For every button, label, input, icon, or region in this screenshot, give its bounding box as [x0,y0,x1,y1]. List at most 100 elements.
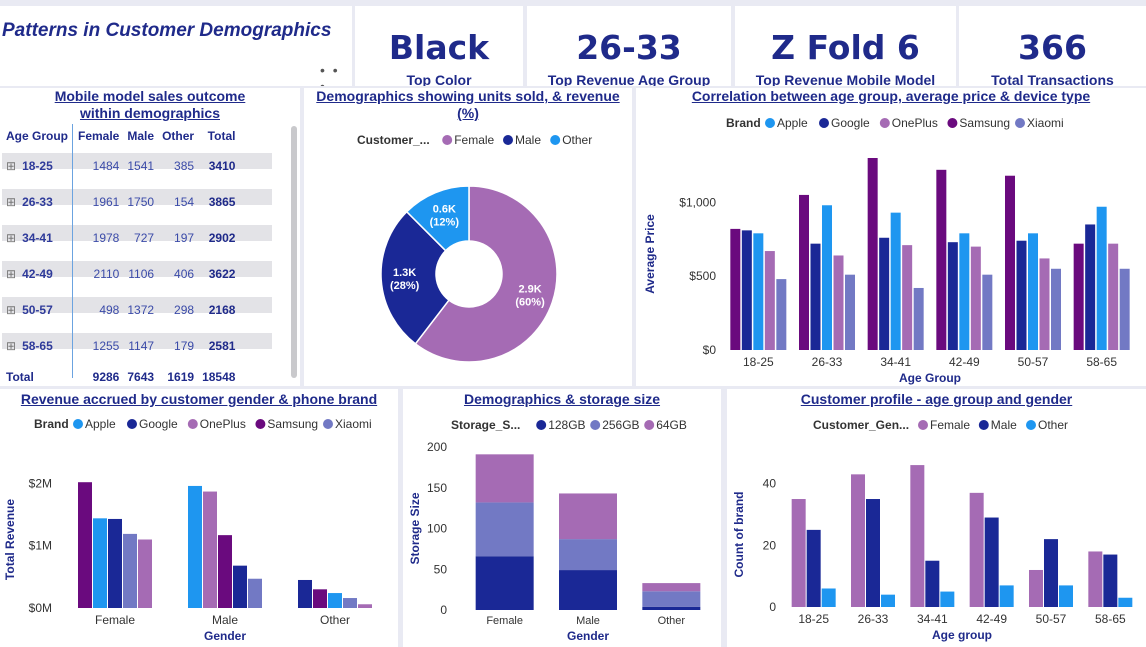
legend-label-samsung: Samsung [959,116,1010,130]
expand-icon[interactable]: ⊞ [6,195,17,209]
kpi-label: Total Transactions [991,72,1114,86]
table-cell: 2902 [208,231,236,245]
expand-row-cell[interactable]: ⊞ 18-25 [2,148,74,184]
table-cell: 3410 [208,159,236,173]
legend-marker-apple [73,419,83,429]
bar-apple [753,233,764,350]
profile-chart: Customer_Gen... Female Male Other 0 20 40 18-25… [732,418,1133,642]
bar-samsung [1073,243,1084,350]
expand-row-cell[interactable]: ⊞ 42-49 [2,256,74,292]
expand-icon[interactable]: ⊞ [6,303,17,317]
legend-marker-samsung [947,118,958,128]
table-cell: 1147 [128,339,155,353]
page-title-card: Patterns in Customer Demographics • • • [0,6,352,86]
total-cell: 9286 [92,370,120,384]
kpi-value: 26-33 [576,28,682,67]
y-tick-label: $2M [29,476,52,490]
kpi-value: 366 [1018,28,1087,67]
bar-apple [1028,233,1038,350]
bar-samsung [730,228,741,350]
bar-xiaomi [913,287,924,350]
column-header[interactable]: Age Group [6,129,68,143]
corr-title: Correlation between age group, average p… [691,88,1091,104]
legend-title: Brand [726,116,761,130]
bar-apple [822,205,832,350]
legend-marker-google [127,419,137,429]
table-row[interactable]: ⊞ 50-57 498 1372 298 2168 [2,292,239,328]
bar-female [1029,569,1043,607]
table-cell: 298 [174,303,195,317]
column-header[interactable]: Other [162,129,195,143]
legend-marker-other [1026,420,1036,430]
legend-label-xiaomi: Xiaomi [335,417,372,431]
stack-64gb [642,583,701,592]
age-group-label: 34-41 [22,231,53,245]
table-row[interactable]: ⊞ 34-41 1978 727 197 2902 [2,220,239,256]
expand-row-cell[interactable]: ⊞ 50-57 [2,292,74,328]
kpi-total-transactions: 366 Total Transactions [959,6,1146,86]
bar-male [1044,539,1058,607]
table-cell: 727 [134,231,155,245]
bar-female [1088,551,1103,607]
legend-title: Storage_S... [451,418,520,432]
column-header[interactable]: Female [78,129,120,143]
kpi-top-revenue-model: Z Fold 6 Top Revenue Mobile Model [735,6,956,86]
more-options-icon[interactable]: • • • [320,62,340,86]
table-cell: 498 [99,303,120,317]
table-row[interactable]: ⊞ 58-65 1255 1147 179 2581 [2,328,239,364]
legend-marker-64gb [644,420,655,430]
table-row[interactable]: ⊞ 18-25 1484 1541 385 3410 [2,148,239,184]
bar-google [1016,240,1027,350]
table-cell: 1106 [128,267,155,281]
scrollbar[interactable] [291,126,297,378]
y-tick-label: 20 [763,538,777,552]
table-row[interactable]: ⊞ 26-33 1961 1750 154 3865 [2,184,239,220]
total-cell: 18548 [202,370,236,384]
bar-xiaomi [343,598,357,608]
expand-icon[interactable]: ⊞ [6,159,17,173]
x-tick-label: Male [212,613,238,627]
bar-apple [93,518,107,608]
x-tick-label: Other [320,613,350,627]
y-tick-label: $1M [29,539,52,553]
x-tick-label: 50-57 [1018,355,1049,369]
table-cell: 1750 [127,195,155,209]
legend-marker-xiaomi [323,419,333,429]
total-cell: Total [6,370,34,384]
x-tick-label: Male [576,615,600,627]
row-band [2,225,272,241]
legend-label-female: Female [454,133,494,147]
x-tick-label: 50-57 [1036,612,1067,626]
legend-label-google: Google [831,116,870,130]
age-group-label: 26-33 [22,195,53,209]
y-tick-label: $500 [689,269,716,283]
age-group-label: 42-49 [22,267,53,281]
legend-label-male: Male [515,133,541,147]
table-cell: 179 [174,339,195,353]
legend-marker-oneplus [879,118,890,128]
legend-marker-male [503,135,513,145]
expand-row-cell[interactable]: ⊞ 26-33 [2,184,74,220]
table-cell: 1541 [127,159,155,173]
x-axis-label: Gender [567,629,609,643]
expand-row-cell[interactable]: ⊞ 58-65 [2,328,74,364]
bar-apple [890,212,901,350]
bar-female [969,492,984,607]
stack-128gb [475,556,534,610]
expand-icon[interactable]: ⊞ [6,231,17,245]
expand-icon[interactable]: ⊞ [6,267,17,281]
x-tick-label: 58-65 [1095,612,1126,626]
column-header[interactable]: Male [127,129,155,143]
table-row[interactable]: ⊞ 42-49 2110 1106 406 3622 [2,256,239,292]
legend-title: Customer_... [357,133,430,147]
legend-label-samsung: Samsung [267,417,318,431]
expand-icon[interactable]: ⊞ [6,339,17,353]
matrix-title: Mobile model sales outcome within demogr… [54,88,246,121]
expand-row-cell[interactable]: ⊞ 34-41 [2,220,74,256]
bar-apple [328,593,342,608]
row-band [2,189,272,205]
x-tick-label: 18-25 [798,612,829,626]
bar-google [879,237,890,350]
table-cell: 385 [174,159,195,173]
column-header[interactable]: Total [207,129,236,143]
